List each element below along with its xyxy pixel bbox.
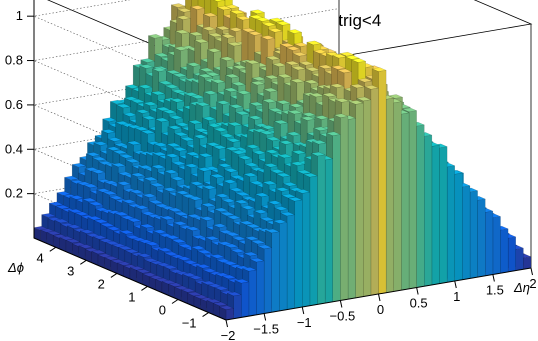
x-tick-label: 1 [453, 289, 460, 304]
bar [219, 305, 235, 321]
y-tick [202, 312, 209, 317]
x-tick [225, 319, 228, 328]
x-tick [454, 280, 457, 289]
y-tick [49, 246, 57, 252]
y-axis-label: Δϕ [7, 260, 24, 275]
y-tick-label: 3 [67, 263, 74, 278]
y-tick-label: −1 [182, 316, 197, 331]
z-tick-label: 0.4 [5, 141, 23, 156]
bars-group [33, 0, 532, 321]
y-tick-label: 4 [37, 250, 44, 265]
x-tick [416, 287, 419, 295]
axes-group: −2 −1.5 −1 −0.5 0 0.5 1 1.5 2 −1 0 1 2 3 4 0.2 0.4 0.6 0.8… [5, 0, 537, 341]
x-tick-label: 2 [529, 276, 536, 291]
x-tick-label: −2 [221, 328, 236, 341]
x-tick-label: −1.5 [253, 322, 279, 337]
x-tick [339, 300, 343, 308]
y-tick [80, 259, 87, 265]
x-tick [263, 313, 267, 321]
y-tick-label: 0 [159, 303, 166, 318]
x-tick [378, 293, 381, 302]
z-tick-label: 0.8 [5, 53, 23, 68]
z-tick-label: 0.6 [5, 97, 23, 112]
x-tick-label: 0.5 [410, 296, 428, 311]
z-tick-label: 0.2 [5, 186, 23, 201]
x-tick-label: 1.5 [486, 283, 504, 298]
x-tick-label: 0 [377, 302, 384, 317]
x-tick [492, 274, 495, 282]
z-tick-label: 1 [16, 8, 23, 23]
y-tick [141, 286, 148, 291]
x-tick-label: −1 [297, 315, 312, 330]
y-axis-line [33, 237, 227, 321]
y-tick-label: 2 [98, 276, 105, 291]
y-tick [171, 299, 179, 304]
y-tick [110, 272, 118, 278]
x-axis-label: Δη [513, 280, 530, 295]
x-tick [301, 306, 305, 315]
x-tick-label: −0.5 [330, 309, 356, 324]
y-tick-label: 1 [128, 289, 135, 304]
x-tick [530, 267, 533, 276]
